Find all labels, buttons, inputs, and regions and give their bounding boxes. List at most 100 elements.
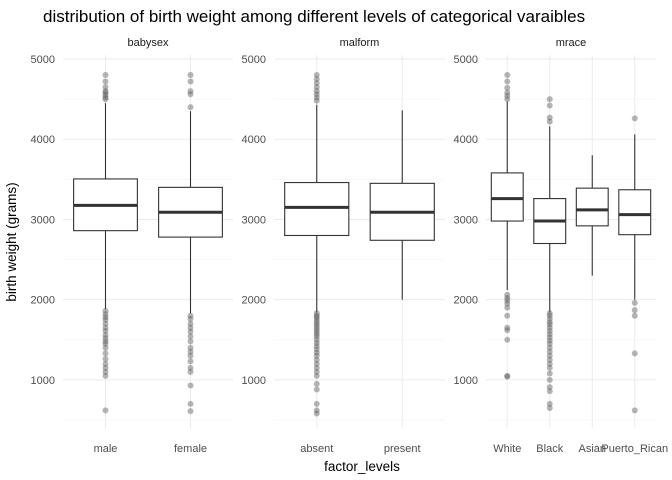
outlier-point <box>546 315 553 322</box>
outlier-point <box>102 92 109 99</box>
outlier-point <box>102 307 109 314</box>
outlier-point <box>313 97 320 104</box>
outlier-point <box>187 348 194 355</box>
iqr-box <box>490 172 524 222</box>
outlier-point <box>546 384 553 391</box>
outlier-point <box>631 407 638 414</box>
outlier-point <box>546 370 553 377</box>
outlier-point <box>187 352 194 359</box>
outlier-point <box>102 94 109 101</box>
outlier-point <box>102 89 109 96</box>
outlier-point <box>546 364 553 371</box>
outlier-point <box>102 324 109 331</box>
outlier-point <box>102 78 109 85</box>
y-tick-label: 1000 <box>242 375 266 387</box>
outlier-point <box>102 338 109 345</box>
x-axis-title: factor_levels <box>324 459 400 474</box>
outlier-point <box>102 311 109 318</box>
outlier-point <box>102 360 109 367</box>
outlier-point <box>313 349 320 356</box>
outlier-point <box>187 88 194 95</box>
outlier-point <box>631 350 638 357</box>
outlier-point <box>313 319 320 326</box>
outlier-point <box>313 336 320 343</box>
outlier-point <box>187 344 194 351</box>
outlier-point <box>504 92 511 99</box>
outlier-point <box>313 380 320 387</box>
outlier-point <box>313 91 320 98</box>
outlier-point <box>504 327 511 334</box>
outlier-point <box>504 78 511 85</box>
outlier-point <box>313 316 320 323</box>
outlier-point <box>546 327 553 334</box>
boxplot-Puerto_Rican <box>618 115 652 414</box>
outlier-point <box>313 76 320 83</box>
iqr-box <box>284 181 350 237</box>
x-tick-label: White <box>493 443 521 455</box>
outlier-point <box>187 338 194 345</box>
outlier-point <box>313 410 320 417</box>
outlier-point <box>187 312 194 319</box>
outlier-point <box>504 295 511 302</box>
outlier-point <box>546 312 553 319</box>
outlier-point <box>504 372 511 379</box>
y-tick-label: 2000 <box>31 295 55 307</box>
outlier-point <box>313 314 320 321</box>
outlier-point <box>546 118 553 125</box>
outlier-point <box>187 364 194 371</box>
outlier-point <box>187 333 194 340</box>
y-tick-label: 4000 <box>454 134 478 146</box>
outlier-point <box>546 400 553 407</box>
outlier-point <box>187 368 194 375</box>
y-tick-label: 3000 <box>242 214 266 226</box>
boxplot-Black <box>533 96 567 411</box>
outlier-point <box>546 96 553 103</box>
outlier-point <box>313 312 320 319</box>
outlier-point <box>504 336 511 343</box>
y-tick-label: 2000 <box>454 295 478 307</box>
outlier-point <box>102 72 109 79</box>
boxplot-male <box>73 72 138 414</box>
y-tick-label: 4000 <box>242 134 266 146</box>
panel-mrace: mrace 1000 2000 3000 4000 5000 White Black Asian… <box>454 37 669 455</box>
y-tick-label: 5000 <box>242 54 266 66</box>
iqr-box <box>618 189 652 236</box>
outlier-point <box>546 360 553 367</box>
outlier-point <box>546 388 553 395</box>
outlier-point <box>313 333 320 340</box>
x-tick-label: absent <box>300 443 333 455</box>
outlier-point <box>546 331 553 338</box>
outlier-point <box>313 310 320 317</box>
x-tick-label: female <box>174 443 207 455</box>
outlier-point <box>313 326 320 333</box>
outlier-point <box>504 84 511 91</box>
outlier-point <box>187 72 194 79</box>
outlier-point <box>504 291 511 298</box>
boxplot-female <box>158 72 223 415</box>
outlier-point <box>546 344 553 351</box>
outlier-point <box>187 91 194 98</box>
outlier-point <box>504 96 511 103</box>
boxplot-White <box>490 72 524 380</box>
outlier-point <box>187 78 194 85</box>
outlier-point <box>102 340 109 347</box>
outlier-point <box>102 96 109 103</box>
outlier-point <box>187 315 194 322</box>
outlier-point <box>504 304 511 311</box>
chart-title: distribution of birth weight among diffe… <box>43 7 585 26</box>
outlier-point <box>102 368 109 375</box>
outlier-point <box>187 104 194 111</box>
outlier-point <box>546 352 553 359</box>
panel-strip-label: babysex <box>128 37 169 49</box>
outlier-point <box>313 356 320 363</box>
y-tick-label: 5000 <box>31 54 55 66</box>
y-tick-label: 2000 <box>242 295 266 307</box>
x-tick-label: Asian <box>578 443 606 455</box>
outlier-point <box>546 310 553 317</box>
outlier-point <box>187 382 194 389</box>
outlier-point <box>187 324 194 331</box>
y-tick-label: 1000 <box>31 375 55 387</box>
outlier-point <box>313 372 320 379</box>
outlier-point <box>187 400 194 407</box>
boxplot-absent <box>284 72 350 417</box>
